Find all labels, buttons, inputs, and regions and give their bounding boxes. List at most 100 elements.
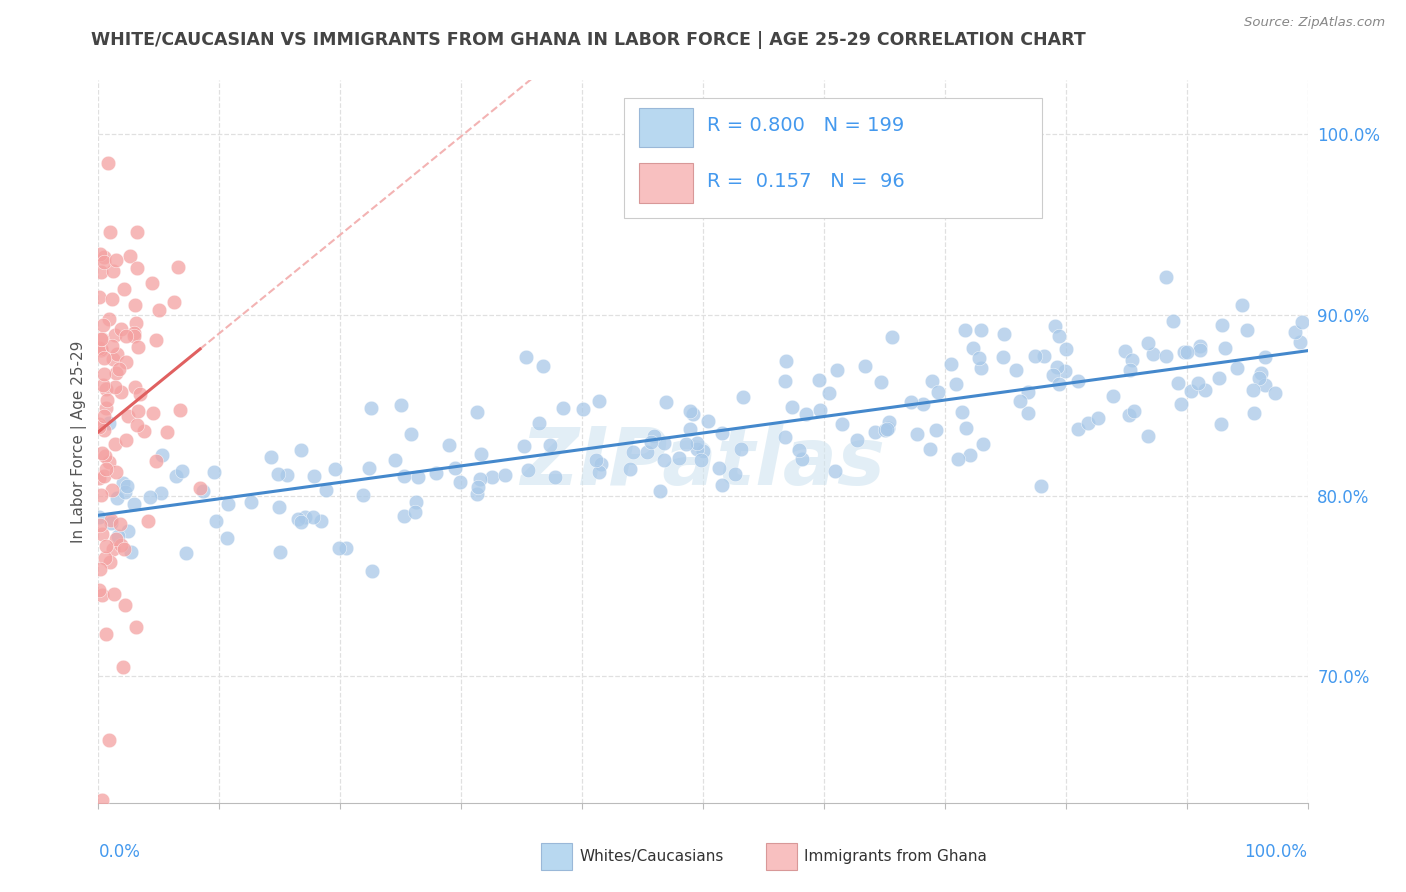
Point bbox=[1194, 383, 1216, 397]
Point bbox=[120, 545, 142, 559]
Point bbox=[467, 479, 489, 493]
Point bbox=[1250, 367, 1272, 381]
Point bbox=[1142, 347, 1164, 361]
Point bbox=[1213, 341, 1236, 355]
Point bbox=[853, 359, 876, 374]
Point bbox=[96, 401, 118, 415]
Point bbox=[360, 401, 382, 416]
Point bbox=[1211, 318, 1233, 333]
Point bbox=[1054, 342, 1077, 356]
Point bbox=[682, 407, 704, 421]
Point bbox=[588, 465, 610, 479]
Point bbox=[127, 340, 149, 354]
Point bbox=[1017, 384, 1039, 399]
Point bbox=[636, 445, 658, 459]
Point bbox=[97, 733, 120, 747]
Point bbox=[290, 515, 312, 529]
Point bbox=[808, 403, 831, 417]
Point bbox=[90, 342, 112, 356]
Point bbox=[950, 405, 973, 419]
Text: Immigrants from Ghana: Immigrants from Ghana bbox=[804, 849, 987, 863]
Point bbox=[112, 541, 135, 556]
Point bbox=[357, 461, 380, 475]
Point bbox=[89, 420, 111, 434]
Point bbox=[517, 463, 540, 477]
Point bbox=[707, 460, 730, 475]
Point bbox=[1047, 377, 1070, 392]
Point bbox=[527, 416, 550, 430]
Point bbox=[1253, 351, 1275, 365]
Point bbox=[825, 363, 848, 377]
Point bbox=[1289, 335, 1312, 350]
Point bbox=[103, 542, 125, 557]
Point bbox=[967, 351, 990, 366]
Point bbox=[205, 514, 228, 528]
Point bbox=[91, 588, 114, 602]
Point bbox=[136, 514, 159, 528]
Point bbox=[93, 250, 115, 264]
Point bbox=[1017, 406, 1039, 420]
Point bbox=[538, 438, 561, 452]
Point bbox=[91, 446, 114, 460]
Point bbox=[941, 357, 963, 371]
Point bbox=[589, 458, 612, 472]
Point bbox=[679, 404, 702, 418]
Point bbox=[406, 470, 429, 484]
Point bbox=[145, 454, 167, 468]
Point bbox=[724, 467, 747, 482]
Point bbox=[733, 390, 755, 404]
Point bbox=[104, 437, 127, 451]
Point bbox=[100, 516, 122, 530]
Point bbox=[110, 538, 132, 552]
Point bbox=[269, 500, 291, 515]
Point bbox=[105, 466, 128, 480]
Point bbox=[150, 448, 173, 462]
Point bbox=[91, 793, 114, 807]
FancyBboxPatch shape bbox=[624, 98, 1042, 218]
Point bbox=[87, 290, 110, 304]
Point bbox=[124, 326, 146, 340]
Point bbox=[352, 488, 374, 502]
Point bbox=[870, 376, 893, 390]
Point bbox=[361, 564, 384, 578]
Point bbox=[790, 452, 813, 467]
Point bbox=[89, 246, 111, 260]
Point bbox=[108, 362, 131, 376]
Point bbox=[1247, 370, 1270, 384]
Point bbox=[97, 417, 120, 431]
Point bbox=[905, 426, 928, 441]
Point bbox=[585, 453, 607, 467]
Point bbox=[276, 468, 298, 483]
Point bbox=[104, 366, 127, 380]
Point bbox=[90, 488, 112, 502]
Point bbox=[787, 442, 810, 457]
Point bbox=[775, 353, 797, 368]
Point bbox=[115, 328, 138, 343]
Point bbox=[90, 527, 112, 541]
Point bbox=[93, 423, 115, 437]
Point bbox=[87, 582, 110, 597]
Point bbox=[97, 312, 120, 326]
Point bbox=[959, 448, 981, 462]
Point bbox=[98, 455, 121, 469]
Point bbox=[1046, 360, 1069, 375]
Point bbox=[730, 442, 752, 456]
Point bbox=[389, 398, 412, 412]
Point bbox=[87, 510, 110, 524]
Point bbox=[1032, 349, 1054, 363]
Point bbox=[900, 394, 922, 409]
Point bbox=[110, 322, 132, 336]
Text: Whites/Caucasians: Whites/Caucasians bbox=[579, 849, 724, 863]
Point bbox=[773, 374, 796, 388]
Point bbox=[239, 495, 262, 509]
Text: ZIPatlas: ZIPatlas bbox=[520, 425, 886, 502]
Point bbox=[93, 377, 115, 392]
Point bbox=[120, 249, 142, 263]
Point bbox=[124, 380, 146, 394]
Point bbox=[1173, 344, 1195, 359]
Point bbox=[100, 513, 122, 527]
Point bbox=[94, 539, 117, 553]
Y-axis label: In Labor Force | Age 25-29: In Labor Force | Age 25-29 bbox=[72, 341, 87, 542]
Point bbox=[94, 627, 117, 641]
Point bbox=[824, 464, 846, 478]
